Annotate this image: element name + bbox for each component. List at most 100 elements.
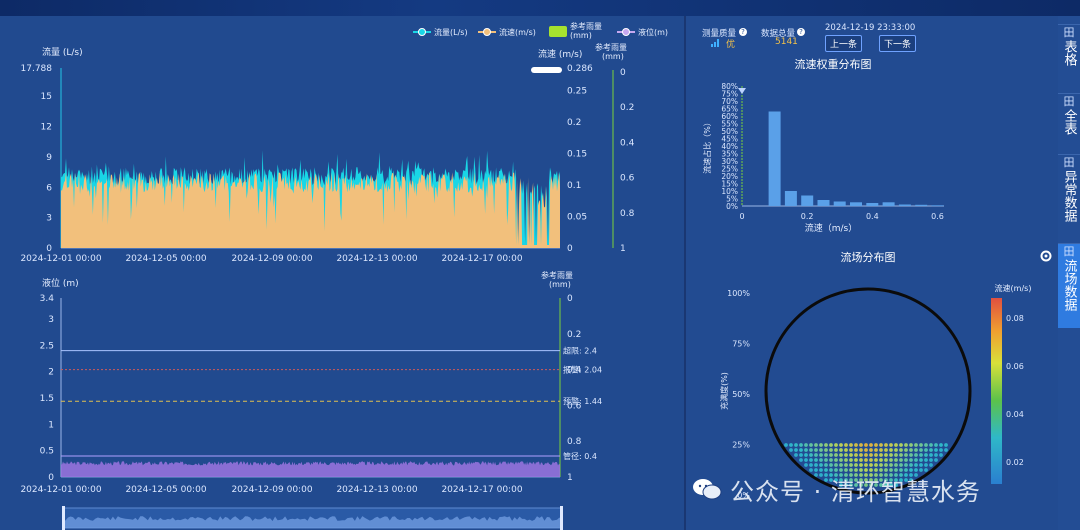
flow-dot bbox=[859, 443, 863, 447]
flow-dot bbox=[809, 443, 813, 447]
grid-icon: 田 bbox=[1063, 26, 1075, 39]
flow-dot bbox=[834, 458, 838, 462]
x-tick-label: 0.4 bbox=[866, 212, 879, 221]
flow-dot bbox=[889, 478, 893, 482]
flow-dot bbox=[894, 473, 898, 477]
flow-dot bbox=[839, 478, 843, 482]
flow-dot bbox=[909, 443, 913, 447]
grid-icon: 田 bbox=[1063, 156, 1075, 169]
flow-dot bbox=[889, 448, 893, 452]
flow-dot bbox=[924, 463, 928, 467]
flow-dot bbox=[839, 448, 843, 452]
flow-dot bbox=[919, 453, 923, 457]
y-tick-label: 0.2 bbox=[567, 330, 581, 340]
y-tick-label: 0.2 bbox=[567, 118, 581, 128]
flow-dot bbox=[934, 443, 938, 447]
y-tick-label: 80% bbox=[721, 82, 738, 91]
slider-handle-left[interactable] bbox=[62, 506, 65, 530]
flow-dot bbox=[844, 453, 848, 457]
flow-dot bbox=[834, 448, 838, 452]
flow-dot bbox=[924, 448, 928, 452]
slider-handle-right[interactable] bbox=[560, 506, 563, 530]
flow-dot bbox=[919, 443, 923, 447]
flow-dot bbox=[814, 453, 818, 457]
histogram-xlabel: 流速（m/s） bbox=[805, 222, 858, 234]
histogram-bar bbox=[784, 191, 797, 206]
prev-record-button[interactable]: 上一条 bbox=[825, 35, 863, 52]
y-tick-label: 75% bbox=[732, 340, 750, 349]
tab-table[interactable]: 田 表格 bbox=[1058, 24, 1080, 93]
flow-dot bbox=[864, 478, 868, 482]
tab-flow-field-data[interactable]: 田 流场数据 bbox=[1058, 243, 1080, 328]
flow-dot bbox=[819, 463, 823, 467]
flow-dot bbox=[799, 458, 803, 462]
y-tick-label: 0% bbox=[737, 491, 750, 500]
flow-dot bbox=[919, 463, 923, 467]
flowfield-ylabel: 充满度(%) bbox=[719, 372, 729, 410]
flow-dot bbox=[854, 448, 858, 452]
flow-dot bbox=[794, 443, 798, 447]
flow-dot bbox=[894, 463, 898, 467]
tab-label: 流场数据 bbox=[1061, 259, 1077, 311]
flow-dot bbox=[879, 483, 883, 487]
flow-dot bbox=[824, 468, 828, 472]
flow-dot bbox=[809, 453, 813, 457]
tab-abnormal-data[interactable]: 田 异常数据 bbox=[1058, 154, 1080, 243]
y-tick-label: 60% bbox=[721, 112, 738, 121]
flow-dot bbox=[919, 458, 923, 462]
histogram-bar bbox=[817, 200, 830, 206]
x-tick-label: 2024-12-05 00:00 bbox=[125, 485, 206, 495]
panel-divider bbox=[684, 16, 686, 530]
y-tick-label: 0% bbox=[726, 202, 738, 211]
flow-dot bbox=[844, 458, 848, 462]
flow-dot bbox=[864, 448, 868, 452]
flow-dot bbox=[799, 448, 803, 452]
y-tick-label: 0.8 bbox=[620, 209, 635, 219]
flow-dot bbox=[819, 473, 823, 477]
flow-dot bbox=[884, 468, 888, 472]
y-tick-label: 25% bbox=[732, 441, 750, 450]
flow-dot bbox=[859, 473, 863, 477]
threshold-label: 超限: 2.4 bbox=[563, 346, 597, 356]
flow-dot bbox=[844, 473, 848, 477]
help-icon[interactable]: ? bbox=[739, 28, 747, 36]
y-tick-label: 2.5 bbox=[40, 341, 54, 351]
grid-icon: 田 bbox=[1063, 95, 1075, 108]
y-tick-label: 65% bbox=[721, 105, 738, 114]
flow-dot bbox=[854, 468, 858, 472]
flow-dot bbox=[789, 448, 793, 452]
flow-dot bbox=[864, 458, 868, 462]
tab-full-table[interactable]: 田 全表 bbox=[1058, 93, 1080, 154]
bottom-right-axis-title: 参考雨量(mm) bbox=[541, 270, 573, 289]
flow-dot bbox=[839, 453, 843, 457]
flow-dot bbox=[929, 463, 933, 467]
bottom-x-ticks: 2024-12-01 00:00 2024-12-05 00:00 2024-12-… bbox=[20, 485, 522, 495]
threshold-lines: 超限: 2.4 报警: 2.04 预警: 1.44 管径: 0.4 bbox=[61, 346, 602, 461]
y-tick-label: 0.286 bbox=[567, 64, 593, 74]
bottom-left-ticks: 3.4 3 2.5 2 1.5 1 0.5 0 bbox=[40, 294, 55, 483]
flow-dot bbox=[909, 463, 913, 467]
colorbar-ticks: 0.08 0.06 0.04 0.02 bbox=[1006, 314, 1024, 467]
y-tick-label: 75% bbox=[721, 90, 738, 99]
legend-velocity[interactable]: 流速(m/s) bbox=[478, 27, 536, 37]
y-tick-label: 0 bbox=[567, 244, 573, 254]
flow-dot bbox=[869, 448, 873, 452]
flow-dot bbox=[914, 468, 918, 472]
time-range-slider[interactable] bbox=[62, 506, 563, 530]
flow-dot bbox=[794, 453, 798, 457]
next-record-button[interactable]: 下一条 bbox=[879, 35, 917, 52]
flow-dot bbox=[884, 443, 888, 447]
flow-dot bbox=[944, 448, 948, 452]
histogram-marker-icon bbox=[738, 88, 746, 94]
legend-flow[interactable]: 流量(L/s) bbox=[413, 27, 468, 37]
y-tick-label: 55% bbox=[721, 120, 738, 129]
flow-dot bbox=[829, 448, 833, 452]
flow-dot bbox=[829, 453, 833, 457]
flow-dot bbox=[909, 458, 913, 462]
flow-dot bbox=[824, 443, 828, 447]
legend-level[interactable]: 液位(m) bbox=[617, 27, 668, 37]
flow-dot bbox=[864, 473, 868, 477]
settings-gear-icon[interactable] bbox=[1040, 250, 1052, 262]
help-icon[interactable]: ? bbox=[797, 28, 805, 36]
legend-rain[interactable]: 参考雨量(mm) bbox=[549, 21, 602, 40]
